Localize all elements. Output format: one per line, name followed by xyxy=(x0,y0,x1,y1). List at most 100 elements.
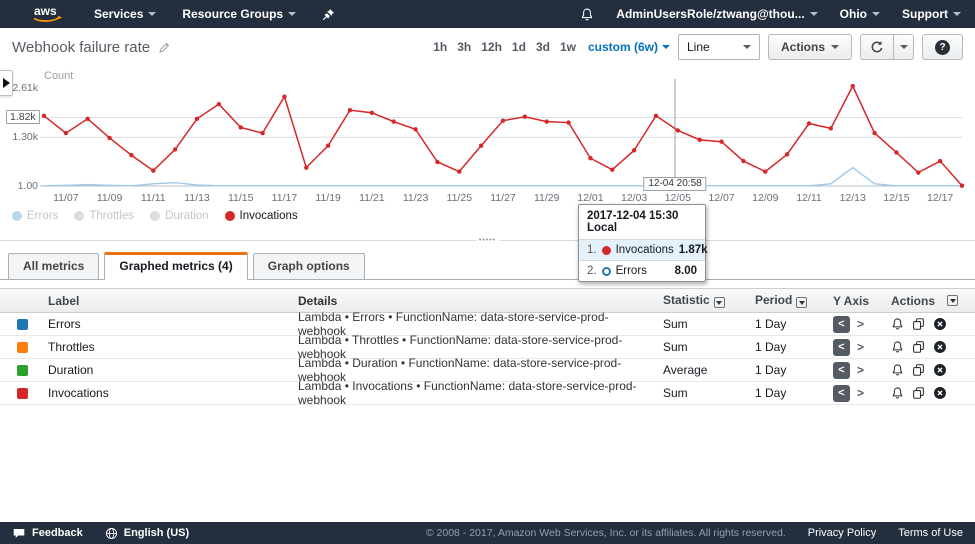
remove-metric-button[interactable] xyxy=(933,363,947,377)
legend-color-dot xyxy=(225,211,235,221)
metric-chart: Count 2.61k1.30k1.001.82k 11/0711/0911/1… xyxy=(0,66,975,240)
language-selector[interactable]: English (US) xyxy=(105,527,189,540)
aws-logo[interactable]: aws xyxy=(30,3,66,25)
time-range-3d[interactable]: 3d xyxy=(536,40,550,54)
x-tick-label: 12/03 xyxy=(621,192,647,204)
duplicate-metric-button[interactable] xyxy=(912,386,925,400)
remove-metric-button[interactable] xyxy=(933,317,947,331)
bell-icon xyxy=(580,7,594,22)
remove-circle-icon xyxy=(933,317,947,331)
copyright-text: © 2008 - 2017, Amazon Web Services, Inc.… xyxy=(426,527,786,539)
legend-color-dot xyxy=(12,211,22,221)
legend-item-duration[interactable]: Duration xyxy=(150,210,208,222)
x-tick-label: 12/13 xyxy=(840,192,866,204)
tooltip-row-errors: 2. Errors 8.00 xyxy=(579,261,705,281)
legend-item-invocations[interactable]: Invocations xyxy=(225,210,298,222)
metric-label: Duration xyxy=(44,363,294,377)
create-alarm-button[interactable] xyxy=(891,340,904,354)
help-button[interactable]: ? xyxy=(922,34,963,60)
metric-statistic[interactable]: Sum xyxy=(659,340,751,354)
metric-statistic[interactable]: Sum xyxy=(659,317,751,331)
x-tick-label: 11/25 xyxy=(447,192,473,204)
resize-handle[interactable]: ••••• xyxy=(476,237,499,244)
metric-statistic[interactable]: Average xyxy=(659,363,751,377)
privacy-policy-link[interactable]: Privacy Policy xyxy=(808,527,876,539)
create-alarm-button[interactable] xyxy=(891,386,904,400)
x-tick-label: 11/29 xyxy=(534,192,560,204)
nav-user-menu[interactable]: AdminUsersRole/ztwang@thou... xyxy=(616,7,817,21)
x-tick-label: 12/05 xyxy=(665,192,691,204)
actions-button[interactable]: Actions xyxy=(768,34,852,60)
legend-item-errors[interactable]: Errors xyxy=(12,210,58,222)
refresh-icon xyxy=(870,40,884,54)
metric-period[interactable]: 1 Day xyxy=(751,363,829,377)
nav-support-menu[interactable]: Support xyxy=(902,7,961,21)
nav-services[interactable]: Services xyxy=(94,7,156,21)
y-axis-right-button[interactable]: > xyxy=(857,363,864,377)
x-tick-label: 11/17 xyxy=(272,192,298,204)
metric-period[interactable]: 1 Day xyxy=(751,386,829,400)
refresh-button[interactable] xyxy=(860,34,894,60)
time-range-1d[interactable]: 1d xyxy=(512,40,526,54)
y-axis-right-button[interactable]: > xyxy=(857,317,864,331)
time-range-12h[interactable]: 12h xyxy=(481,40,502,54)
tooltip-timestamp: 2017-12-04 15:30 Local xyxy=(579,205,705,240)
x-tick-label: 12/01 xyxy=(577,192,603,204)
pin-shortcut-button[interactable] xyxy=(322,8,335,21)
info-icon[interactable] xyxy=(714,297,725,308)
metric-label: Throttles xyxy=(44,340,294,354)
nav-resource-groups[interactable]: Resource Groups xyxy=(182,7,296,21)
tab-graph-options[interactable]: Graph options xyxy=(253,253,365,279)
remove-circle-icon xyxy=(933,363,947,377)
remove-metric-button[interactable] xyxy=(933,386,947,400)
create-alarm-button[interactable] xyxy=(891,317,904,331)
table-row-invocations[interactable]: Invocations Lambda • Invocations • Funct… xyxy=(0,382,975,405)
copy-icon xyxy=(912,317,925,331)
globe-icon xyxy=(105,527,118,540)
tooltip-value: 8.00 xyxy=(675,265,697,277)
metric-statistic[interactable]: Sum xyxy=(659,386,751,400)
x-tick-label: 11/21 xyxy=(359,192,385,204)
info-icon[interactable] xyxy=(947,295,958,306)
header-y-axis: Y Axis xyxy=(829,294,887,308)
nav-region-menu[interactable]: Ohio xyxy=(840,7,880,21)
y-axis-left-button[interactable]: < xyxy=(833,362,850,379)
time-range-1h[interactable]: 1h xyxy=(433,40,447,54)
tab-graphed-metrics[interactable]: Graphed metrics (4) xyxy=(104,252,247,280)
chevron-down-icon xyxy=(900,45,908,49)
custom-range-button[interactable]: custom (6w) xyxy=(588,40,670,54)
feedback-button[interactable]: Feedback xyxy=(12,527,83,540)
metric-details: Lambda • Invocations • FunctionName: dat… xyxy=(294,379,659,407)
chevron-down-icon xyxy=(662,45,670,49)
chart-type-select[interactable]: Line xyxy=(678,34,760,60)
time-range-1w[interactable]: 1w xyxy=(560,40,576,54)
create-alarm-button[interactable] xyxy=(891,363,904,377)
y-axis-right-button[interactable]: > xyxy=(857,386,864,400)
x-tick-label: 11/13 xyxy=(184,192,210,204)
metric-period[interactable]: 1 Day xyxy=(751,340,829,354)
chart-canvas[interactable] xyxy=(0,74,975,199)
metric-color-swatch xyxy=(17,342,28,353)
time-range-3h[interactable]: 3h xyxy=(457,40,471,54)
y-axis-left-button[interactable]: < xyxy=(833,385,850,402)
terms-of-use-link[interactable]: Terms of Use xyxy=(898,527,963,539)
duplicate-metric-button[interactable] xyxy=(912,363,925,377)
info-icon[interactable] xyxy=(796,297,807,308)
remove-metric-button[interactable] xyxy=(933,340,947,354)
x-tick-label: 11/11 xyxy=(141,192,166,204)
notifications-button[interactable] xyxy=(580,7,594,22)
y-axis-left-button[interactable]: < xyxy=(833,339,850,356)
copy-icon xyxy=(912,386,925,400)
edit-title-button[interactable] xyxy=(158,41,171,54)
y-axis-right-button[interactable]: > xyxy=(857,340,864,354)
refresh-options-button[interactable] xyxy=(894,34,914,60)
tab-all-metrics[interactable]: All metrics xyxy=(8,253,99,279)
chart-toolbar: 1h 3h 12h 1d 3d 1w custom (6w) Line Actions ? xyxy=(433,34,963,60)
duplicate-metric-button[interactable] xyxy=(912,317,925,331)
y-axis-annotation-label: 1.82k xyxy=(6,110,40,124)
y-axis-left-button[interactable]: < xyxy=(833,316,850,333)
legend-item-throttles[interactable]: Throttles xyxy=(74,210,134,222)
metric-period[interactable]: 1 Day xyxy=(751,317,829,331)
duplicate-metric-button[interactable] xyxy=(912,340,925,354)
chevron-down-icon xyxy=(872,12,880,16)
